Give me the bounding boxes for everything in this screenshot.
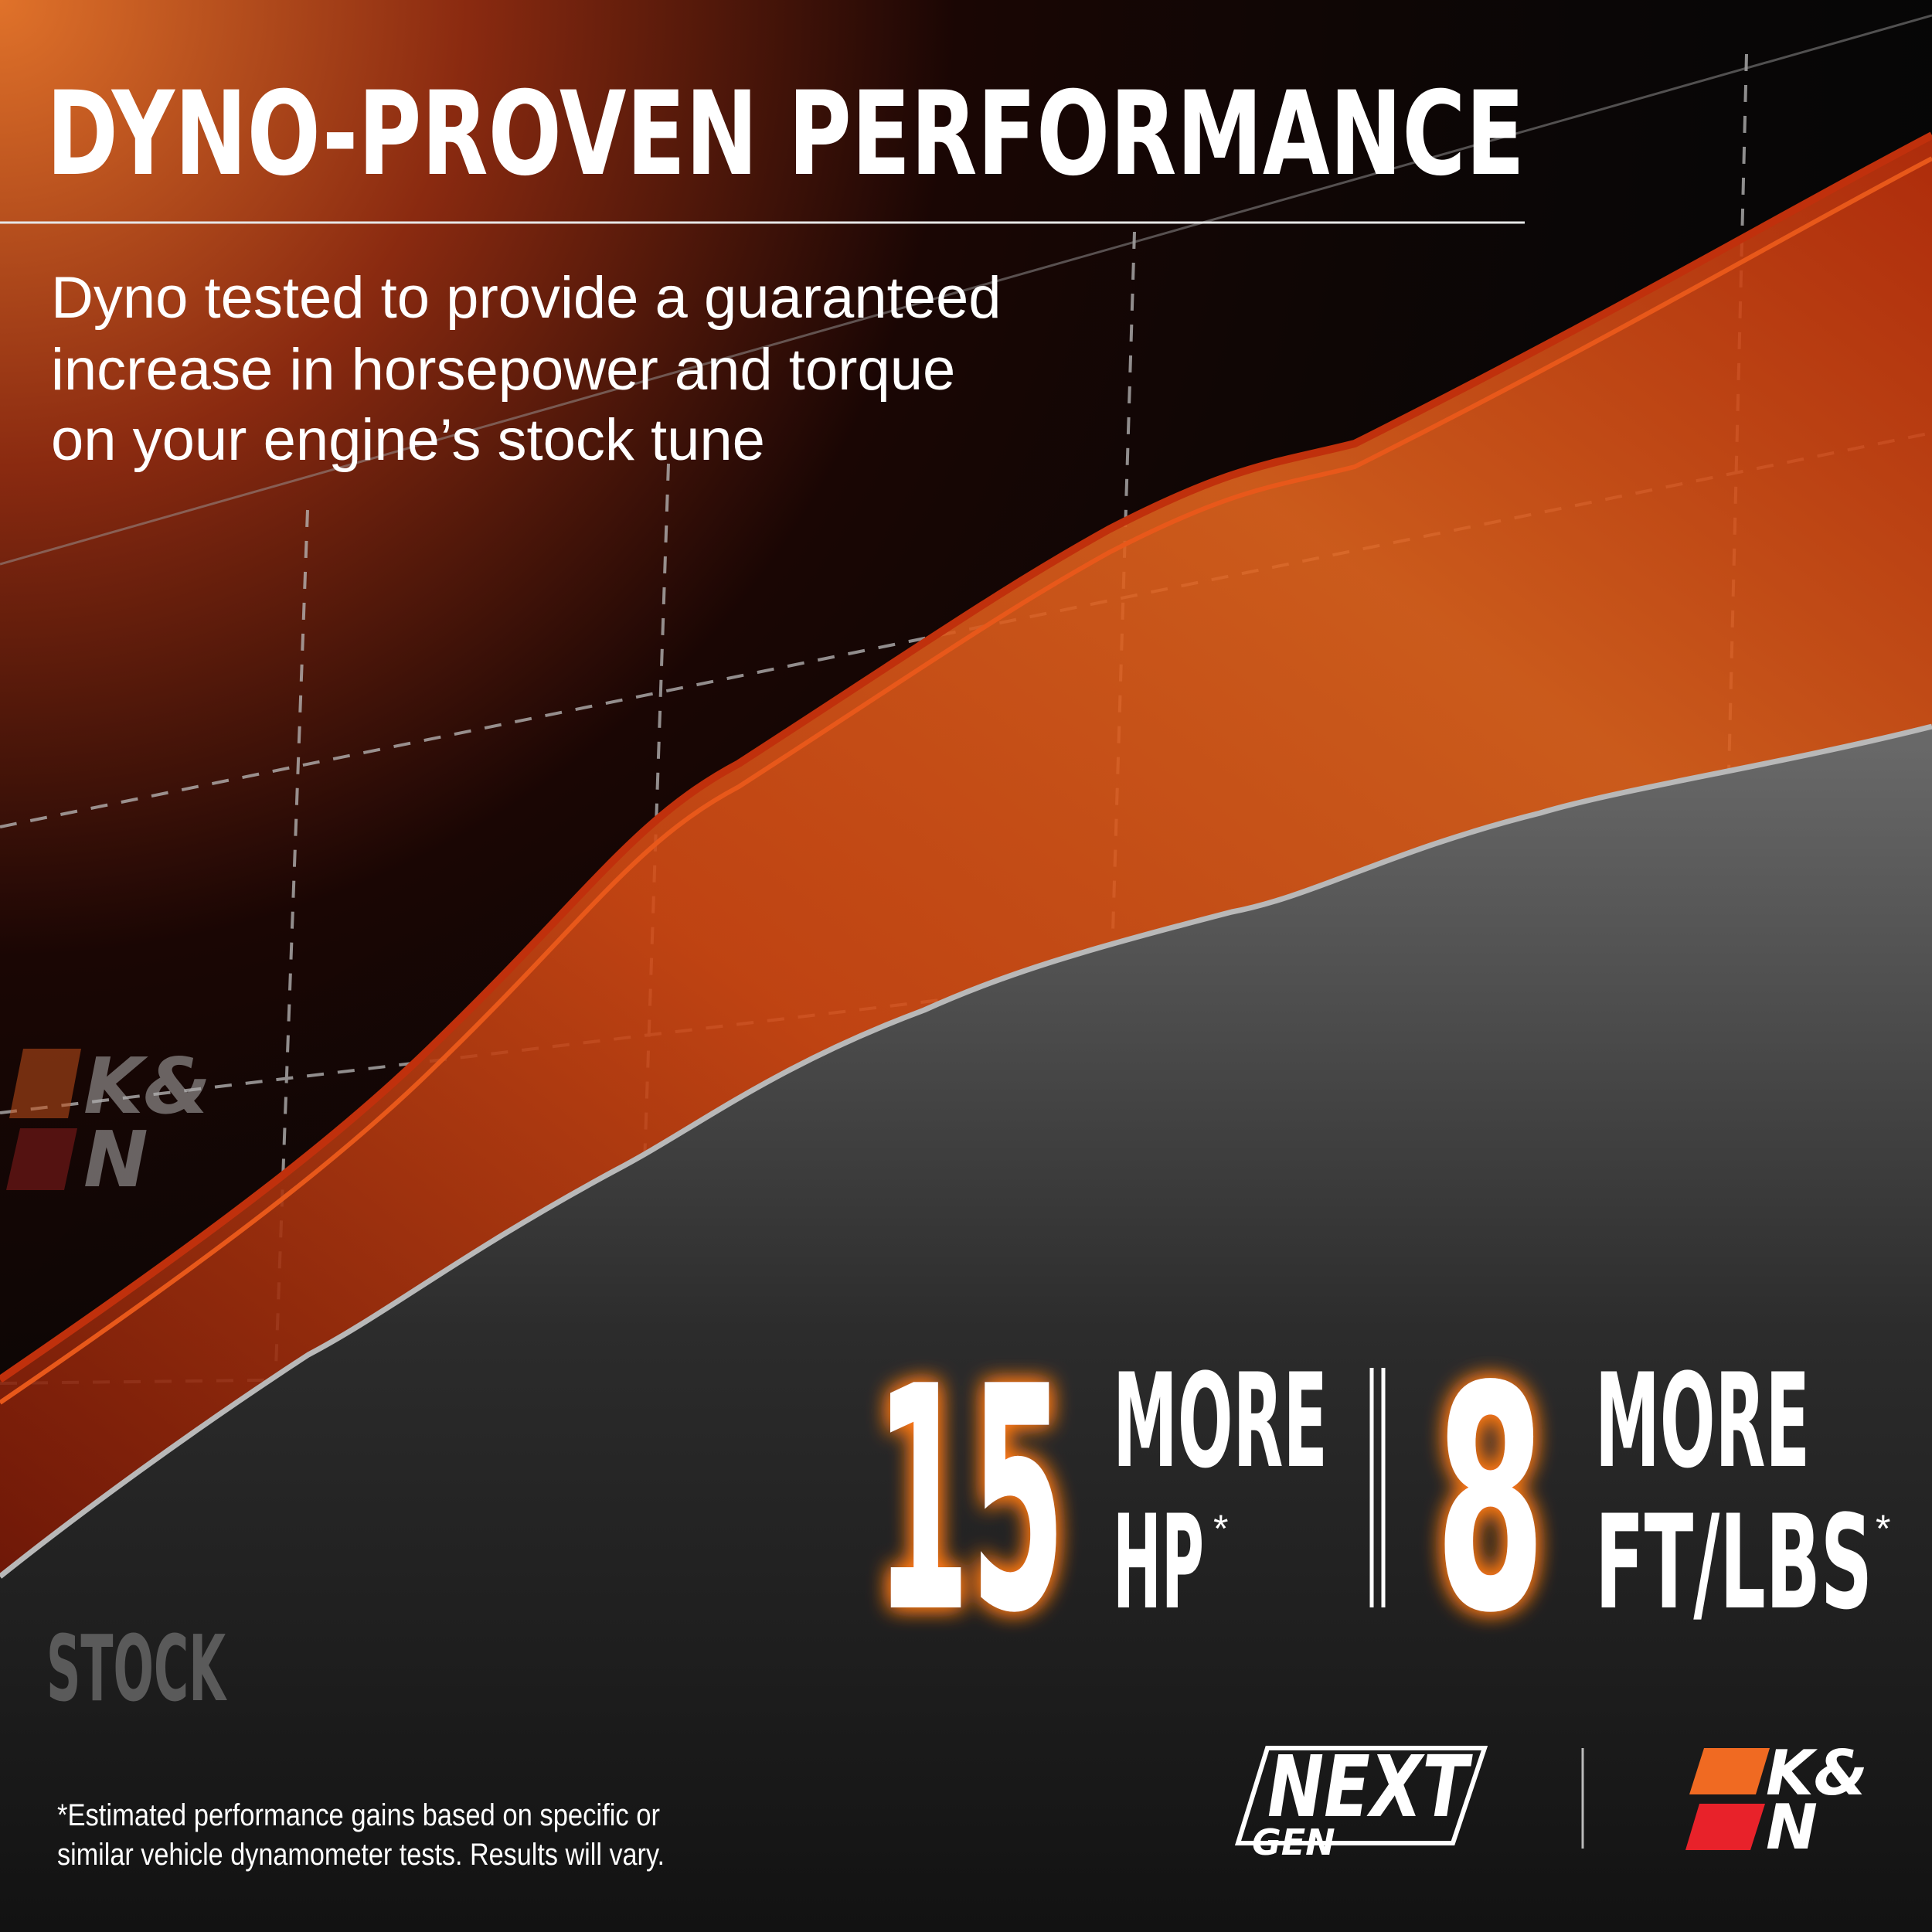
logo-text: K& [1766, 1737, 1868, 1809]
description-line: Dyno tested to provide a guaranteed [51, 265, 1002, 331]
stat-label: MORE [1113, 1345, 1328, 1497]
brand-mark-text: N [83, 1114, 148, 1205]
stock-area [0, 726, 1932, 1932]
logo-text: NEXT [1267, 1737, 1473, 1836]
title: DYNO-PROVEN PERFORMANCE [46, 67, 1525, 202]
footnote-line: *Estimated performance gains based on sp… [57, 1798, 660, 1832]
stat-label: MORE [1595, 1345, 1810, 1497]
stat-marker: * [1876, 1507, 1890, 1550]
stock-label: STOCK [46, 1615, 227, 1722]
stat-number: 15 [875, 1321, 1066, 1681]
logo-text: GEN [1252, 1821, 1335, 1863]
footnote-line: similar vehicle dynamometer tests. Resul… [57, 1838, 665, 1872]
logo-text: N [1766, 1791, 1818, 1863]
stat-marker: * [1213, 1507, 1228, 1550]
stock-curve [0, 723, 1932, 1579]
description-line: on your engine’s stock tune [51, 407, 765, 473]
stat-label: FT/LBS [1595, 1487, 1872, 1638]
tuned-curve [0, 131, 1932, 1383]
grid [0, 14, 1932, 566]
brand-mark-text: K& [83, 1041, 211, 1131]
description-line: increase in horsepower and torque [51, 337, 955, 403]
brand-mark: K& N [6, 1041, 211, 1205]
stat-divider [1369, 1368, 1386, 1607]
tuned-curve [0, 156, 1932, 1405]
stat-label: HP [1113, 1487, 1204, 1638]
tuned-band [0, 135, 1932, 1577]
kn-logo: K& N [1685, 1737, 1868, 1863]
stat-number: 8 [1435, 1321, 1546, 1681]
next-gen-logo: NEXT GEN [1234, 1737, 1488, 1863]
